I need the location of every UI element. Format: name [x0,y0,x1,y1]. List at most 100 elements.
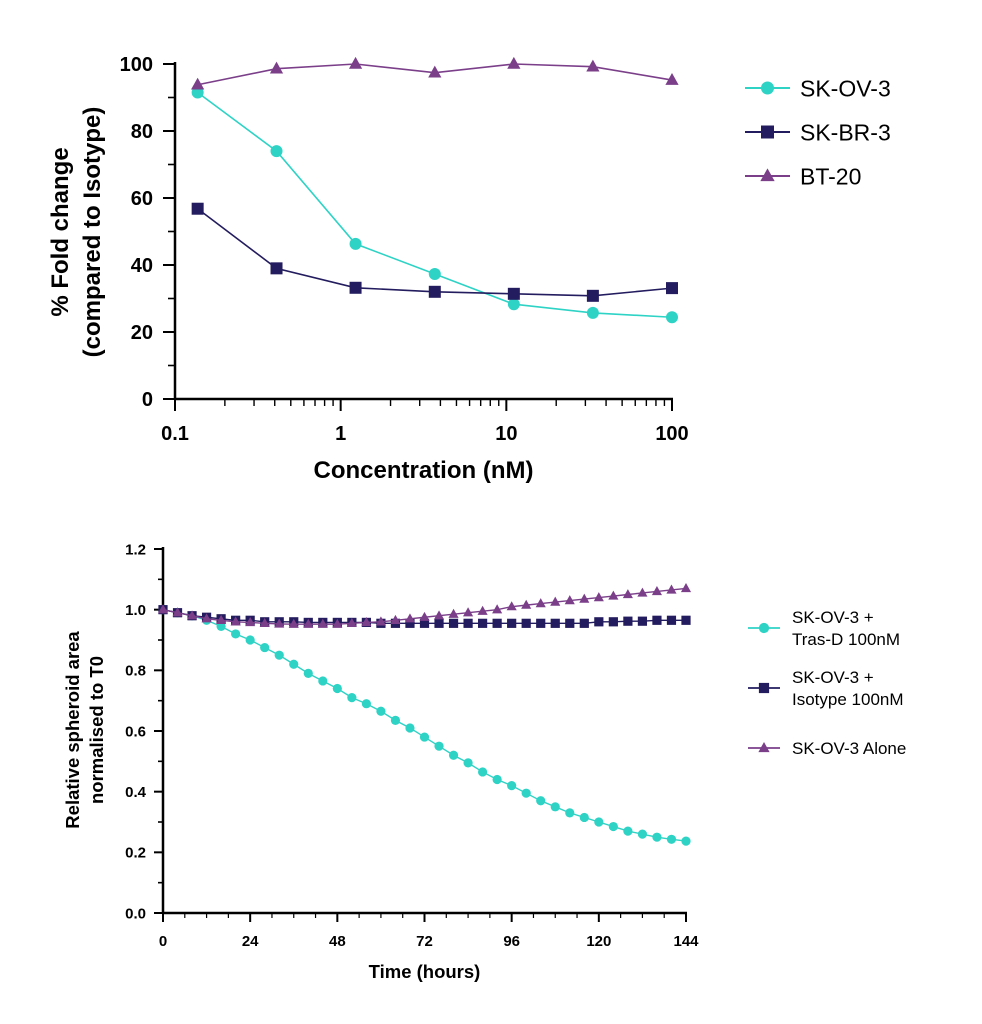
data-point [652,832,662,842]
data-point [231,629,241,639]
series-2 [191,202,678,302]
x-tick-label: 1 [335,423,346,445]
x-tick-label: 0.1 [161,423,189,445]
data-point [433,610,445,620]
data-point [448,750,459,760]
data-point [593,592,604,602]
data-point [216,621,226,631]
data-point [666,615,677,625]
data-point [681,836,691,846]
x-tick-label: 24 [242,933,259,950]
data-point [317,618,328,628]
y-tick-label: 60 [131,188,153,210]
data-point [419,618,430,628]
data-point [270,145,283,158]
x-tick-label: 100 [655,423,688,445]
data-point [332,683,342,694]
y-tick-label: 0.0 [125,905,146,922]
legend-entry: SK-OV-3 [745,75,891,101]
data-point [535,598,546,608]
data-point [349,281,362,294]
data-point [260,642,270,653]
legend-marker [758,741,770,753]
data-point [478,618,488,628]
data-point [346,617,357,627]
data-point [390,715,401,725]
data-point [666,584,677,594]
data-point [245,635,255,645]
data-point [201,613,212,623]
data-point [191,202,204,215]
data-point [259,617,270,627]
y-tick-label: 0.4 [125,784,147,801]
legend-label: Isotype 100nM [792,690,904,709]
y-tick-label: 80 [131,121,153,143]
data-point [492,604,503,614]
data-point [680,583,692,593]
data-point [622,589,633,599]
data-point [361,699,371,709]
data-point [191,77,205,90]
data-point [565,618,575,628]
y-axis-title: Relative spheroid area [62,631,83,829]
data-point [463,607,474,617]
data-point [405,618,415,628]
series-3 [157,583,692,628]
data-point [550,618,560,628]
data-point [419,611,430,621]
y-tick-label: 0 [142,389,153,411]
x-tick-label: 144 [673,933,699,950]
data-point [361,616,372,627]
data-point [564,595,575,605]
data-point [245,616,256,627]
data-point [507,781,517,791]
chart-2: 0.0 0.2 0.4 0.6 0.8 1.0 1.2 0 24 48 72 96 120 144 Time… [62,541,906,982]
data-point [269,61,284,74]
legend-marker [761,81,774,95]
data-point [404,613,416,623]
data-point [434,741,444,751]
data-point [623,826,633,836]
data-point [666,282,678,295]
x-tick-label: 72 [416,933,433,950]
legend-marker [760,168,775,182]
data-point [270,262,283,275]
data-point [579,812,589,823]
series-3 [191,56,679,90]
legend-marker [758,622,770,634]
data-point [428,285,441,298]
data-point [608,617,618,627]
y-tick-label: 1.2 [125,541,146,558]
data-point [666,834,677,844]
data-point [536,796,546,806]
data-point [303,618,314,628]
data-point [623,616,633,626]
data-point [405,723,415,733]
x-axis-title: Time (hours) [369,961,481,982]
data-point [608,590,619,600]
legend-marker [761,125,774,139]
data-point [477,605,488,615]
data-point [550,596,561,606]
y-tick-label: 100 [120,54,153,76]
data-point [186,610,198,620]
x-tick-label: 120 [586,933,611,950]
legend-entry: SK-BR-3 [745,119,891,145]
data-point [463,618,473,628]
data-point [579,593,590,603]
data-point [303,668,313,678]
legend-label: SK-OV-3 + [792,668,874,687]
data-point [637,587,648,597]
data-point [375,616,386,626]
data-point [318,676,328,686]
x-axis-title: Concentration (nM) [314,457,534,484]
y-tick-label: 40 [131,255,153,277]
y-axis-title: % Fold change [47,147,74,316]
data-point [230,616,241,626]
data-point [637,829,648,839]
legend-label: SK-OV-3 + [792,608,874,627]
data-point [428,65,442,78]
y-tick-label: 0.8 [125,663,146,680]
data-point [349,237,362,250]
y-axis-title: (compared to Isotype) [79,107,106,358]
